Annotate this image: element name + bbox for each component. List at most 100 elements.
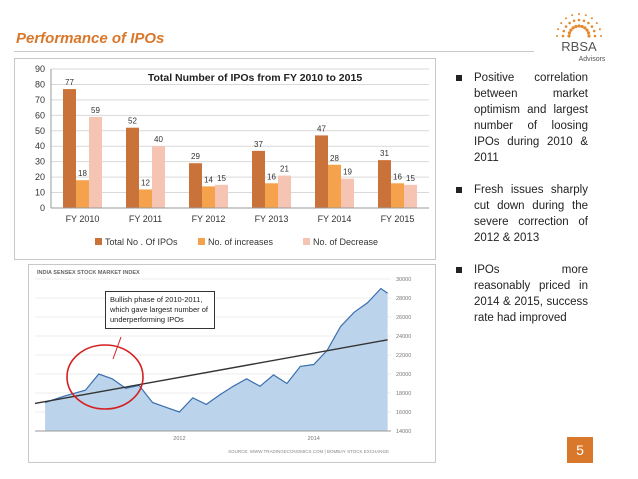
logo-dot [565,17,568,20]
logo-dot [567,34,571,38]
logo-dot [598,28,601,31]
y-tick-label: 22000 [396,353,411,359]
logo-dot [582,19,586,23]
y-tick-label: 30 [35,157,45,167]
logo-dot [556,35,558,37]
legend-swatch [303,238,310,245]
callout-pointer [112,336,122,360]
bar [378,160,391,208]
logo-dot [580,24,584,29]
legend-swatch [95,238,102,245]
logo-sub: Advisors [579,56,606,63]
bar [328,164,341,208]
bullish-phase-circle [66,344,144,410]
key-point-text: IPOs more reasonably priced in 2014 & 20… [474,264,588,324]
index-area [45,288,388,431]
bar [189,163,202,208]
data-label: 18 [78,169,87,178]
y-tick-label: 40 [35,141,45,151]
bar [404,184,417,208]
page-number: 5 [567,437,593,463]
logo-dot [587,21,590,25]
logo-dot [574,24,578,29]
y-tick-label: 28000 [396,296,411,302]
y-tick-label: 0 [40,203,45,213]
bar [315,135,328,208]
y-tick-label: 20000 [396,372,411,378]
legend-label: No. of increases [208,237,274,247]
logo-name: RBSA [561,39,597,54]
logo-dot [586,31,591,35]
data-label: 37 [254,140,263,149]
logo-dot [562,29,566,33]
data-label: 31 [380,149,389,158]
bar [126,127,139,208]
y-tick-label: 14000 [396,429,411,435]
data-label: 21 [280,165,289,174]
x-tick-label: FY 2014 [318,214,352,224]
bar [341,178,354,208]
logo-dot [571,14,574,17]
logo-dot [568,21,571,25]
data-label: 52 [128,117,137,126]
y-tick-label: 16000 [396,410,411,416]
logo-dot [593,34,597,38]
sensex-chart: 14000 16000 18000 20000 22000 24000 26000 28000… [28,264,436,463]
logo-dot [600,35,602,37]
key-point-text: Positive correlation between market opti… [474,72,588,164]
logo-dot [572,19,576,23]
data-label: 16 [267,172,276,181]
x-tick-label: 2012 [173,436,185,442]
ipo-bar-chart: 0 10 20 30 40 50 60 70 80 90 77 18 59 FY 2010 52 12 40 FY… [14,58,436,260]
index-chart-title: INDIA SENSEX STOCK MARKET INDEX [37,270,140,276]
data-label: 47 [317,124,326,133]
logo-dot [585,28,589,32]
data-label: 19 [343,168,352,177]
bar [252,150,265,208]
data-label: 28 [330,154,339,163]
title-divider [14,51,534,52]
data-label: 15 [217,174,226,183]
y-tick-label: 80 [35,79,45,89]
bullet-icon [456,267,462,273]
index-chart-source: SOURCE: WWW.TRADINGECONOMICS.COM | BOMBA… [228,449,389,454]
index-line [44,287,388,413]
bar [202,186,215,208]
logo-dot [592,29,596,33]
bar [139,189,152,208]
y-tick-label: 30000 [396,277,411,283]
logo-dot [577,18,581,22]
logo-dot [577,24,581,28]
logo-dot [584,14,587,17]
key-point: Positive correlation between market opti… [456,70,588,166]
y-tick-label: 10 [35,188,45,198]
logo-sunburst-icon [556,13,602,38]
logo-dot [557,28,560,31]
chart-title: Total Number of IPOs from FY 2010 to 201… [148,72,362,84]
bullet-icon [456,75,462,81]
logo-dot [561,34,565,38]
data-label: 29 [191,152,200,161]
x-tick-label: FY 2011 [129,214,162,224]
y-tick-label: 20 [35,172,45,182]
logo-dot [564,25,568,28]
bullet-icon [456,187,462,193]
x-tick-label: FY 2015 [381,214,415,224]
bullish-phase-callout: Bullish phase of 2010-2011, which gave l… [105,291,215,329]
logo-dot [578,13,580,15]
bar [89,116,102,208]
trendline [34,339,388,405]
data-label: 77 [65,78,74,87]
legend-swatch [198,238,205,245]
y-tick-label: 50 [35,126,45,136]
x-tick-label: 2014 [308,436,320,442]
ipo-bar-chart-svg: 0 10 20 30 40 50 60 70 80 90 77 18 59 FY 2010 52 12 40 FY… [35,64,429,247]
logo-dot [590,17,593,20]
rbsa-logo: RBSA Advisors [556,13,606,63]
x-tick-label: FY 2012 [192,214,226,224]
data-label: 12 [141,178,150,187]
y-tick-label: 70 [35,95,45,105]
sensex-chart-svg: 14000 16000 18000 20000 22000 24000 26000 28000… [34,270,411,454]
logo-dot [571,26,575,30]
legend-label: No. of Decrease [313,237,378,247]
